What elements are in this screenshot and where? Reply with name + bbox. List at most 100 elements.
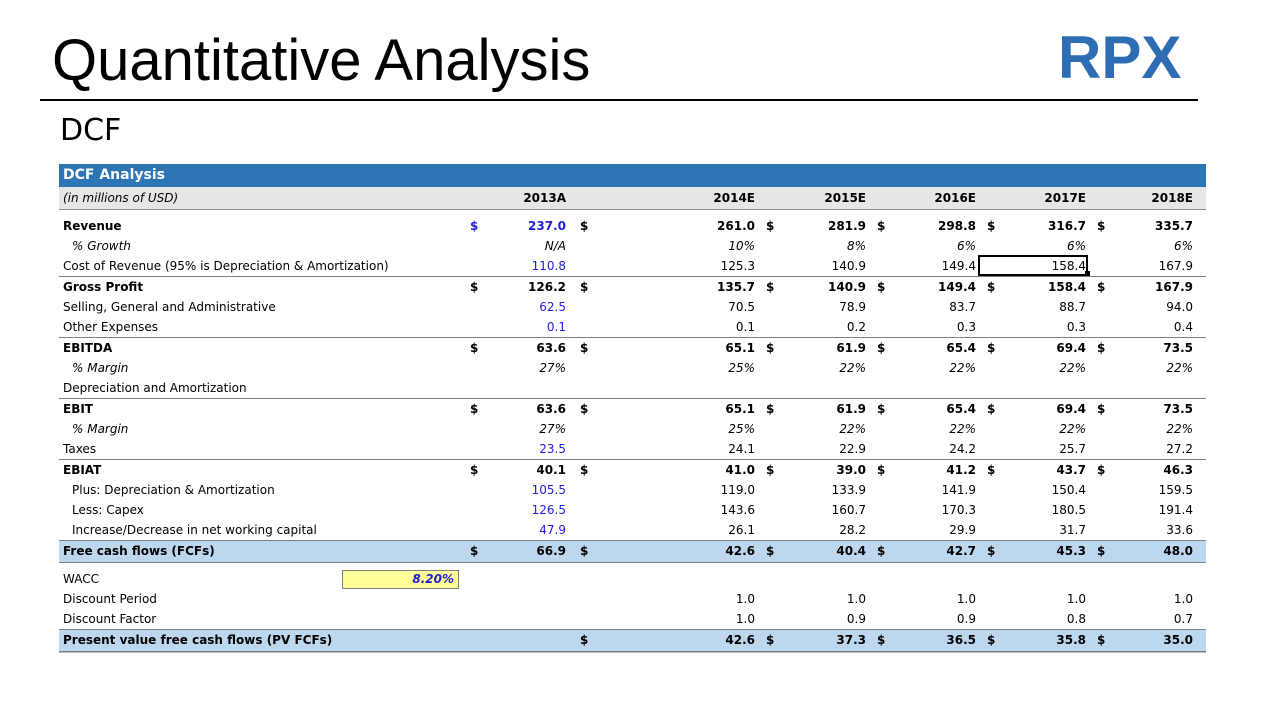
cell[interactable]: 316.7 (1048, 219, 1086, 233)
cell[interactable]: 0.7 (1173, 612, 1193, 626)
cell[interactable]: 133.9 (831, 483, 866, 497)
cell[interactable]: 37.3 (836, 633, 866, 647)
cell[interactable]: 158.4 (1048, 280, 1086, 294)
cell[interactable]: 167.9 (1155, 280, 1193, 294)
cell[interactable]: 1.0 (735, 592, 755, 606)
cell[interactable]: 125.3 (720, 259, 755, 273)
cell[interactable]: 41.0 (725, 463, 755, 477)
cell[interactable]: 6% (1066, 239, 1086, 253)
cell[interactable]: 150.4 (1051, 483, 1086, 497)
cell[interactable]: 42.6 (725, 633, 755, 647)
cell[interactable]: 22% (1059, 422, 1086, 436)
cell[interactable]: 47.9 (539, 523, 566, 537)
cell[interactable]: 22% (839, 422, 866, 436)
cell[interactable]: 143.6 (720, 503, 755, 517)
cell[interactable]: 42.6 (725, 544, 755, 558)
cell[interactable]: 0.8 (1066, 612, 1086, 626)
cell[interactable]: 26.1 (728, 523, 755, 537)
cell[interactable]: 27.2 (1166, 442, 1193, 456)
cell[interactable]: 25% (728, 422, 755, 436)
cell[interactable]: 25.7 (1059, 442, 1086, 456)
cell[interactable]: 73.5 (1163, 402, 1193, 416)
cell[interactable]: 94.0 (1166, 300, 1193, 314)
cell[interactable]: 65.1 (725, 341, 755, 355)
cell[interactable]: 180.5 (1051, 503, 1086, 517)
cell[interactable]: 335.7 (1155, 219, 1193, 233)
cell[interactable]: 43.7 (1056, 463, 1086, 477)
cell[interactable]: 69.4 (1056, 341, 1086, 355)
cell[interactable]: 88.7 (1059, 300, 1086, 314)
cell[interactable]: 36.5 (946, 633, 976, 647)
cell[interactable]: 237.0 (528, 219, 566, 233)
cell[interactable]: 126.2 (528, 280, 566, 294)
cell[interactable]: 27% (539, 422, 566, 436)
cell[interactable]: 170.3 (941, 503, 976, 517)
cell[interactable]: 65.4 (946, 402, 976, 416)
cell[interactable]: 6% (956, 239, 976, 253)
cell[interactable]: 45.3 (1056, 544, 1086, 558)
cell[interactable]: 22% (1166, 422, 1193, 436)
cell[interactable]: 33.6 (1166, 523, 1193, 537)
cell[interactable]: 28.2 (839, 523, 866, 537)
cell[interactable]: 42.7 (946, 544, 976, 558)
cell[interactable]: 63.6 (536, 341, 566, 355)
cell[interactable]: 22% (1166, 361, 1193, 375)
cell[interactable]: 22% (949, 361, 976, 375)
cell[interactable]: 29.9 (949, 523, 976, 537)
cell[interactable]: 41.2 (946, 463, 976, 477)
cell[interactable]: 0.9 (846, 612, 866, 626)
cell[interactable]: 25% (728, 361, 755, 375)
cell[interactable]: 0.1 (735, 320, 755, 334)
cell[interactable]: 40.1 (536, 463, 566, 477)
cell[interactable]: 1.0 (1066, 592, 1086, 606)
cell[interactable]: 27% (539, 361, 566, 375)
cell[interactable]: 83.7 (949, 300, 976, 314)
cell[interactable]: 110.8 (531, 259, 566, 273)
cell[interactable]: 0.2 (846, 320, 866, 334)
cell[interactable]: 61.9 (836, 402, 866, 416)
cell[interactable]: 149.4 (941, 259, 976, 273)
cell[interactable]: 140.9 (828, 280, 866, 294)
cell[interactable]: 24.1 (728, 442, 755, 456)
cell[interactable]: 0.3 (956, 320, 976, 334)
cell[interactable]: 10% (728, 239, 755, 253)
cell[interactable]: 35.0 (1163, 633, 1193, 647)
cell[interactable]: 46.3 (1163, 463, 1193, 477)
cell[interactable]: 261.0 (717, 219, 755, 233)
cell[interactable]: N/A (544, 239, 566, 253)
cell[interactable]: 65.4 (946, 341, 976, 355)
cell[interactable]: 1.0 (846, 592, 866, 606)
cell[interactable]: 70.5 (728, 300, 755, 314)
cell[interactable]: 141.9 (941, 483, 976, 497)
cell[interactable]: 73.5 (1163, 341, 1193, 355)
cell[interactable]: 69.4 (1056, 402, 1086, 416)
cell[interactable]: 61.9 (836, 341, 866, 355)
cell[interactable]: 1.0 (1173, 592, 1193, 606)
cell[interactable]: 0.9 (956, 612, 976, 626)
cell[interactable]: 48.0 (1163, 544, 1193, 558)
cell[interactable]: 22% (1059, 361, 1086, 375)
cell[interactable]: 65.1 (725, 402, 755, 416)
cell[interactable]: 0.3 (1066, 320, 1086, 334)
cell[interactable]: 22% (949, 422, 976, 436)
cell[interactable]: 105.5 (531, 483, 566, 497)
cell[interactable]: 135.7 (717, 280, 755, 294)
cell[interactable]: 23.5 (539, 442, 566, 456)
cell[interactable]: 159.5 (1158, 483, 1193, 497)
cell[interactable]: 39.0 (836, 463, 866, 477)
cell[interactable]: 78.9 (839, 300, 866, 314)
cell[interactable]: 140.9 (831, 259, 866, 273)
cell[interactable]: 149.4 (938, 280, 976, 294)
cell[interactable]: 281.9 (828, 219, 866, 233)
cell[interactable]: 22.9 (839, 442, 866, 456)
cell[interactable]: 160.7 (831, 503, 866, 517)
cell[interactable]: 62.5 (539, 300, 566, 314)
cell[interactable]: 8% (846, 239, 866, 253)
wacc-input[interactable]: 8.20% (342, 570, 459, 589)
cell[interactable]: 119.0 (720, 483, 755, 497)
cell[interactable]: 22% (839, 361, 866, 375)
cell[interactable]: 1.0 (956, 592, 976, 606)
fill-handle[interactable] (1085, 271, 1090, 276)
selected-cell[interactable]: 158.4 (1051, 259, 1086, 273)
cell[interactable]: 191.4 (1158, 503, 1193, 517)
